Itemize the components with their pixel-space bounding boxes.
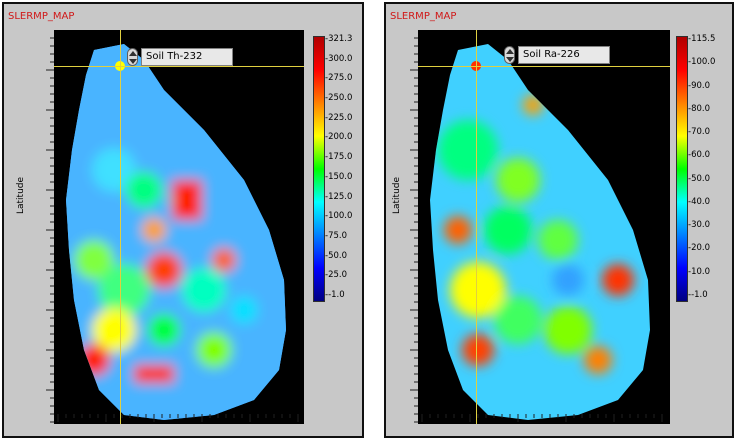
- y-axis-label: Latitude: [392, 176, 402, 214]
- colorbar-tick-label: -20.0: [688, 243, 710, 254]
- colorbar-tick-label: -70.0: [688, 127, 710, 138]
- legend-scroll-button[interactable]: [504, 46, 515, 64]
- colorbar-tick-label: -150.0: [325, 171, 353, 182]
- colorbar-tick-label: -25.0: [325, 270, 347, 281]
- legend-label: Soil Th-232: [141, 48, 233, 66]
- arrow-up-icon: [506, 49, 514, 54]
- colorbar-tick-label: -10.0: [688, 266, 710, 277]
- colorbar-tick-label: -75.0: [325, 230, 347, 241]
- colorbar-ticks: -115.5 -100.0 -90.0 -80.0 -70.0 -60.0 -50.0 -40…: [688, 34, 728, 300]
- colorbar-tick-label: -125.0: [325, 191, 353, 202]
- cursor-vertical[interactable]: [476, 30, 477, 424]
- cursor-horizontal[interactable]: [418, 66, 670, 67]
- x-axis: [421, 414, 663, 422]
- cursor-vertical[interactable]: [120, 30, 121, 424]
- colorbar-tick-label: -40.0: [688, 196, 710, 207]
- panel-title: SLERMP_MAP: [8, 11, 75, 22]
- colorbar-tick-label: -50.0: [688, 173, 710, 184]
- colorbar-tick-label: -175.0: [325, 152, 353, 163]
- colorbar-tick-label: -90.0: [688, 80, 710, 91]
- colorbar-tick-label: -60.0: [688, 150, 710, 161]
- colorbar-tick-label: -50.0: [325, 250, 347, 261]
- map-panel-th232: SLERMP_MAP Latitude: [2, 2, 364, 438]
- colorbar-ticks: -321.3 -300.0 -275.0 -250.0 -225.0 -200.0 -175…: [325, 34, 362, 300]
- arrow-down-icon: [129, 59, 137, 64]
- map-plot-area[interactable]: [54, 30, 304, 424]
- plot-legend[interactable]: Soil Th-232: [127, 46, 281, 68]
- heatmap-image: [430, 44, 650, 420]
- cursor-horizontal[interactable]: [54, 66, 304, 67]
- heatmap-image: [66, 44, 286, 420]
- colorbar-tick-label: -30.0: [688, 220, 710, 231]
- colorbar-tick-label: -115.5: [688, 34, 716, 44]
- colorbar: [676, 36, 688, 302]
- colorbar-tick-label: -100.0: [688, 57, 716, 68]
- colorbar-tick-label: -80.0: [688, 103, 710, 114]
- map-plot-area[interactable]: [418, 30, 670, 424]
- colorbar-tick-label: -275.0: [325, 73, 353, 84]
- y-axis: [410, 37, 418, 423]
- colorbar-tick-label: -225.0: [325, 112, 353, 123]
- colorbar: [313, 36, 325, 302]
- arrow-up-icon: [129, 51, 137, 56]
- y-axis-label: Latitude: [16, 176, 26, 214]
- legend-scroll-button[interactable]: [127, 48, 138, 66]
- legend-label: Soil Ra-226: [518, 46, 610, 64]
- colorbar-tick-label: -250.0: [325, 93, 353, 104]
- plot-legend[interactable]: Soil Ra-226: [504, 44, 658, 66]
- map-panel-ra226: SLERMP_MAP Latitude: [384, 2, 734, 438]
- colorbar-tick-label: --1.0: [688, 290, 708, 300]
- colorbar-tick-label: --1.0: [325, 290, 345, 300]
- colorbar-tick-label: -300.0: [325, 53, 353, 64]
- colorbar-tick-label: -321.3: [325, 34, 353, 44]
- x-axis: [57, 414, 299, 422]
- arrow-down-icon: [506, 57, 514, 62]
- colorbar-tick-label: -100.0: [325, 211, 353, 222]
- y-axis: [46, 37, 54, 423]
- colorbar-tick-label: -200.0: [325, 132, 353, 143]
- panel-title: SLERMP_MAP: [390, 11, 457, 22]
